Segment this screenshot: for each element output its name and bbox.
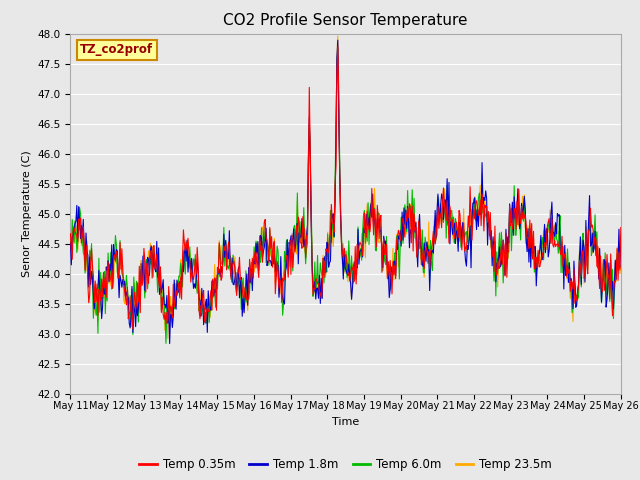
X-axis label: Time: Time bbox=[332, 417, 359, 427]
Text: TZ_co2prof: TZ_co2prof bbox=[80, 43, 154, 56]
Title: CO2 Profile Sensor Temperature: CO2 Profile Sensor Temperature bbox=[223, 13, 468, 28]
Legend: Temp 0.35m, Temp 1.8m, Temp 6.0m, Temp 23.5m: Temp 0.35m, Temp 1.8m, Temp 6.0m, Temp 2… bbox=[134, 454, 557, 476]
Y-axis label: Senor Temperature (C): Senor Temperature (C) bbox=[22, 150, 32, 277]
